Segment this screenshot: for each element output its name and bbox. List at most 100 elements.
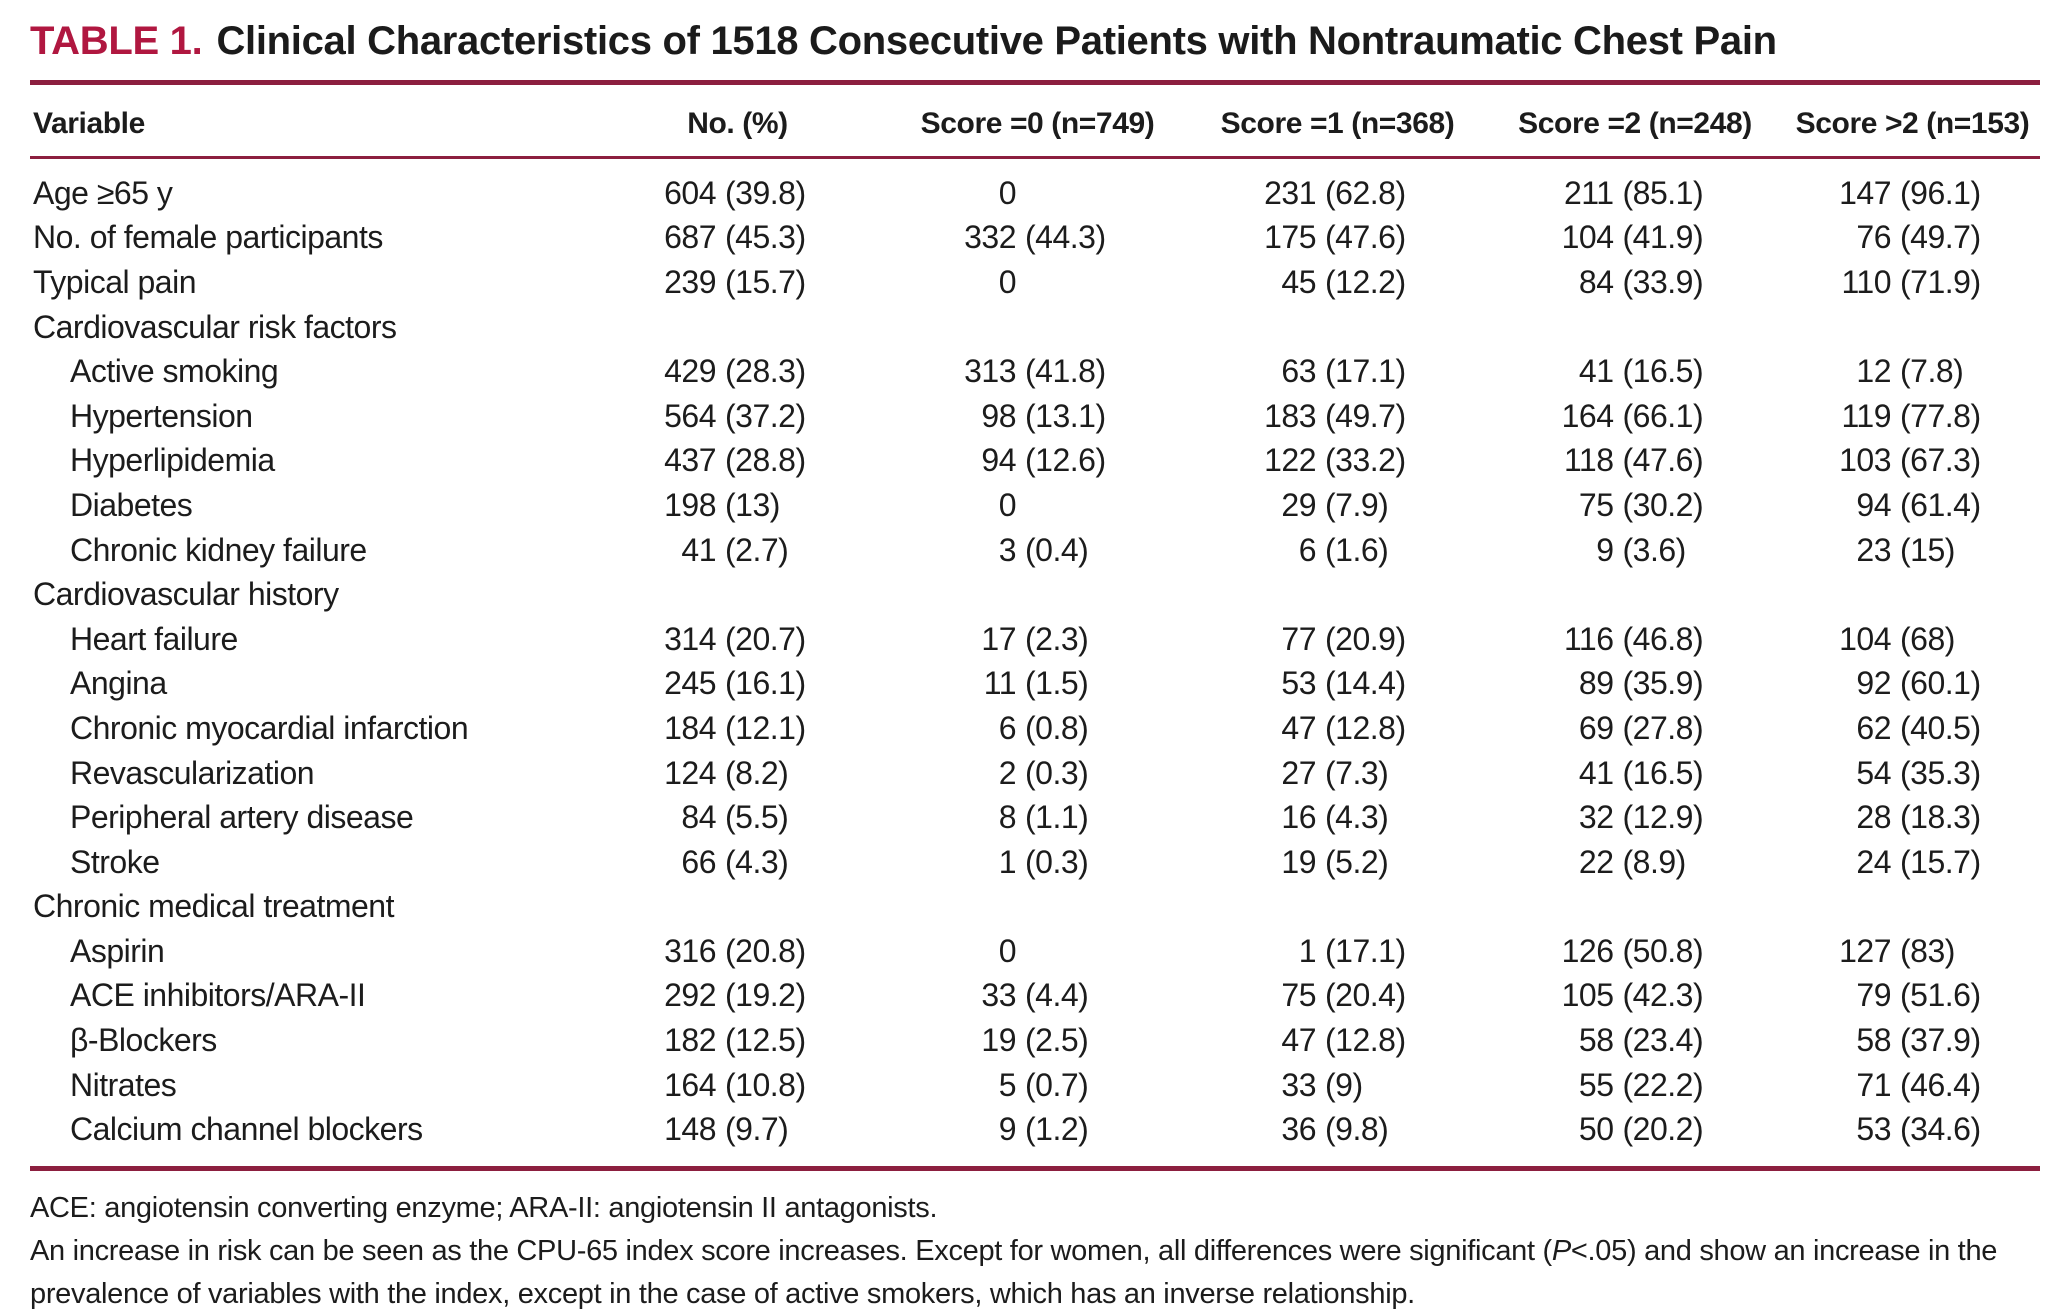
cell-percent: (71.9) (1900, 263, 1981, 300)
cell-percent: (1.6) (1325, 531, 1389, 568)
cell-value: 116 (46.8) (1485, 621, 1785, 658)
cell-value: 313 (41.8) (885, 353, 1190, 390)
cell-percent: (9.8) (1325, 1111, 1389, 1148)
cell-percent: (50.8) (1622, 932, 1704, 969)
cell-value: 604 (39.8) (590, 175, 885, 212)
col-header-score-gt2: Score >2 (n=153) (1795, 107, 2030, 140)
table-row: Heart failure 314 (20.7) 17 (2.3) 77 (20.9) 116… (30, 617, 2040, 662)
cell-count: 23 (1856, 531, 1891, 568)
cell-count: 58 (1578, 1022, 1614, 1059)
cell-count: 175 (1264, 219, 1316, 256)
cell-value: 126 (50.8) (1485, 933, 1785, 970)
cell-count: 105 (1561, 977, 1614, 1014)
row-label: Calcium channel blockers (70, 1111, 423, 1148)
cell-value: 53 (34.6) (1785, 1111, 2040, 1148)
col-header-score-1: Score =1 (n=368) (1220, 107, 1455, 140)
cell-value: 94 (61.4) (1785, 487, 2040, 524)
cell-count: 29 (1281, 486, 1316, 523)
cell-count: 53 (1281, 665, 1316, 702)
clinical-characteristics-table: Variable No. (%) Score =0 (n=749) Score … (30, 80, 2040, 1172)
table-row: Nitrates 164 (10.8) 5 (0.7) 33 (9) 55 (22.2) 71 (4… (30, 1063, 2040, 1108)
cell-count: 22 (1578, 843, 1614, 880)
cell-value: 89 (35.9) (1485, 665, 1785, 702)
cell-count: 147 (1839, 174, 1891, 211)
cell-value: 66 (4.3) (590, 844, 885, 881)
cell-percent: (37.2) (725, 397, 806, 434)
cell-count: 84 (1578, 263, 1614, 300)
cell-count: 27 (1281, 754, 1316, 791)
cell-count: 564 (664, 397, 716, 434)
footnote-note: An increase in risk can be seen as the C… (30, 1230, 2040, 1316)
cell-value: 79 (51.6) (1785, 977, 2040, 1014)
cell-count: 6 (1298, 531, 1317, 568)
cell-percent: (23.4) (1622, 1022, 1704, 1059)
cell-percent: (0.7) (1025, 1066, 1089, 1103)
table-row: Angina 245 (16.1) 11 (1.5) 53 (14.4) 89 (35.9) 92… (30, 662, 2040, 707)
cell-value: 98 (13.1) (885, 398, 1190, 435)
cell-percent: (12.8) (1325, 709, 1406, 746)
row-label: Stroke (70, 843, 160, 880)
cell-value: 41 (2.7) (590, 532, 885, 569)
row-label: Active smoking (70, 353, 279, 390)
cell-percent: (3.6) (1622, 531, 1687, 568)
cell-value: 0 (885, 264, 1190, 301)
cell-value: 564 (37.2) (590, 398, 885, 435)
cell-count: 429 (664, 353, 716, 390)
cell-percent: (1.2) (1025, 1111, 1089, 1148)
cell-count: 33 (981, 977, 1016, 1014)
cell-value: 316 (20.8) (590, 933, 885, 970)
row-label: Diabetes (70, 486, 193, 523)
cell-count: 164 (1561, 397, 1614, 434)
cell-percent (1025, 264, 1117, 301)
cell-count: 437 (664, 442, 716, 479)
cell-count: 79 (1856, 977, 1891, 1014)
cell-value: 103 (67.3) (1785, 442, 2040, 479)
cell-percent: (33.2) (1325, 442, 1406, 479)
cell-count: 58 (1856, 1022, 1891, 1059)
cell-percent: (68) (1900, 620, 1955, 657)
cell-percent: (17.1) (1325, 353, 1406, 390)
cell-percent: (8.2) (725, 754, 789, 791)
cell-value: 245 (16.1) (590, 665, 885, 702)
cell-percent: (16.5) (1622, 754, 1704, 791)
cell-percent: (15.7) (725, 263, 806, 300)
table-title: TABLE 1. Clinical Characteristics of 1518… (30, 16, 2040, 66)
cell-value: 69 (27.8) (1485, 710, 1785, 747)
cell-value: 198 (13) (590, 487, 885, 524)
cell-count: 9 (998, 1111, 1017, 1148)
cell-value: 29 (7.9) (1190, 487, 1485, 524)
cell-percent: (34.6) (1900, 1111, 1981, 1148)
cell-value: 17 (2.3) (885, 621, 1190, 658)
cell-value: 84 (33.9) (1485, 264, 1785, 301)
row-label: No. of female participants (33, 219, 383, 256)
cell-count: 94 (981, 442, 1016, 479)
cell-count: 47 (1281, 709, 1316, 746)
cell-value: 182 (12.5) (590, 1022, 885, 1059)
cell-value: 16 (4.3) (1190, 799, 1485, 836)
cell-value: 175 (47.6) (1190, 219, 1485, 256)
section-label: Cardiovascular history (33, 576, 339, 613)
cell-count: 110 (1841, 263, 1891, 300)
cell-value: 28 (18.3) (1785, 799, 2040, 836)
cell-value: 0 (885, 933, 1190, 970)
cell-value: 183 (49.7) (1190, 398, 1485, 435)
cell-count: 198 (664, 486, 716, 523)
cell-value: 332 (44.3) (885, 219, 1190, 256)
cell-percent: (14.4) (1325, 665, 1406, 702)
row-label: Chronic kidney failure (70, 531, 367, 568)
cell-count: 47 (1281, 1022, 1316, 1059)
table-caption: Clinical Characteristics of 1518 Consecu… (216, 19, 1777, 63)
cell-percent: (47.6) (1622, 442, 1704, 479)
table-row: Calcium channel blockers 148 (9.7) 9 (1.2) 36… (30, 1107, 2040, 1152)
cell-count: 182 (664, 1022, 716, 1059)
table-row: Chronic myocardial infarction 184 (12.1) 6(… (30, 706, 2040, 751)
cell-percent: (15.7) (1900, 843, 1981, 880)
cell-percent: (0.4) (1025, 531, 1089, 568)
cell-value: 23 (15) (1785, 532, 2040, 569)
cell-count: 104 (1839, 620, 1891, 657)
cell-count: 604 (664, 174, 716, 211)
cell-value: 41 (16.5) (1485, 755, 1785, 792)
cell-percent: (0.8) (1025, 709, 1089, 746)
cell-count: 1 (998, 843, 1017, 880)
